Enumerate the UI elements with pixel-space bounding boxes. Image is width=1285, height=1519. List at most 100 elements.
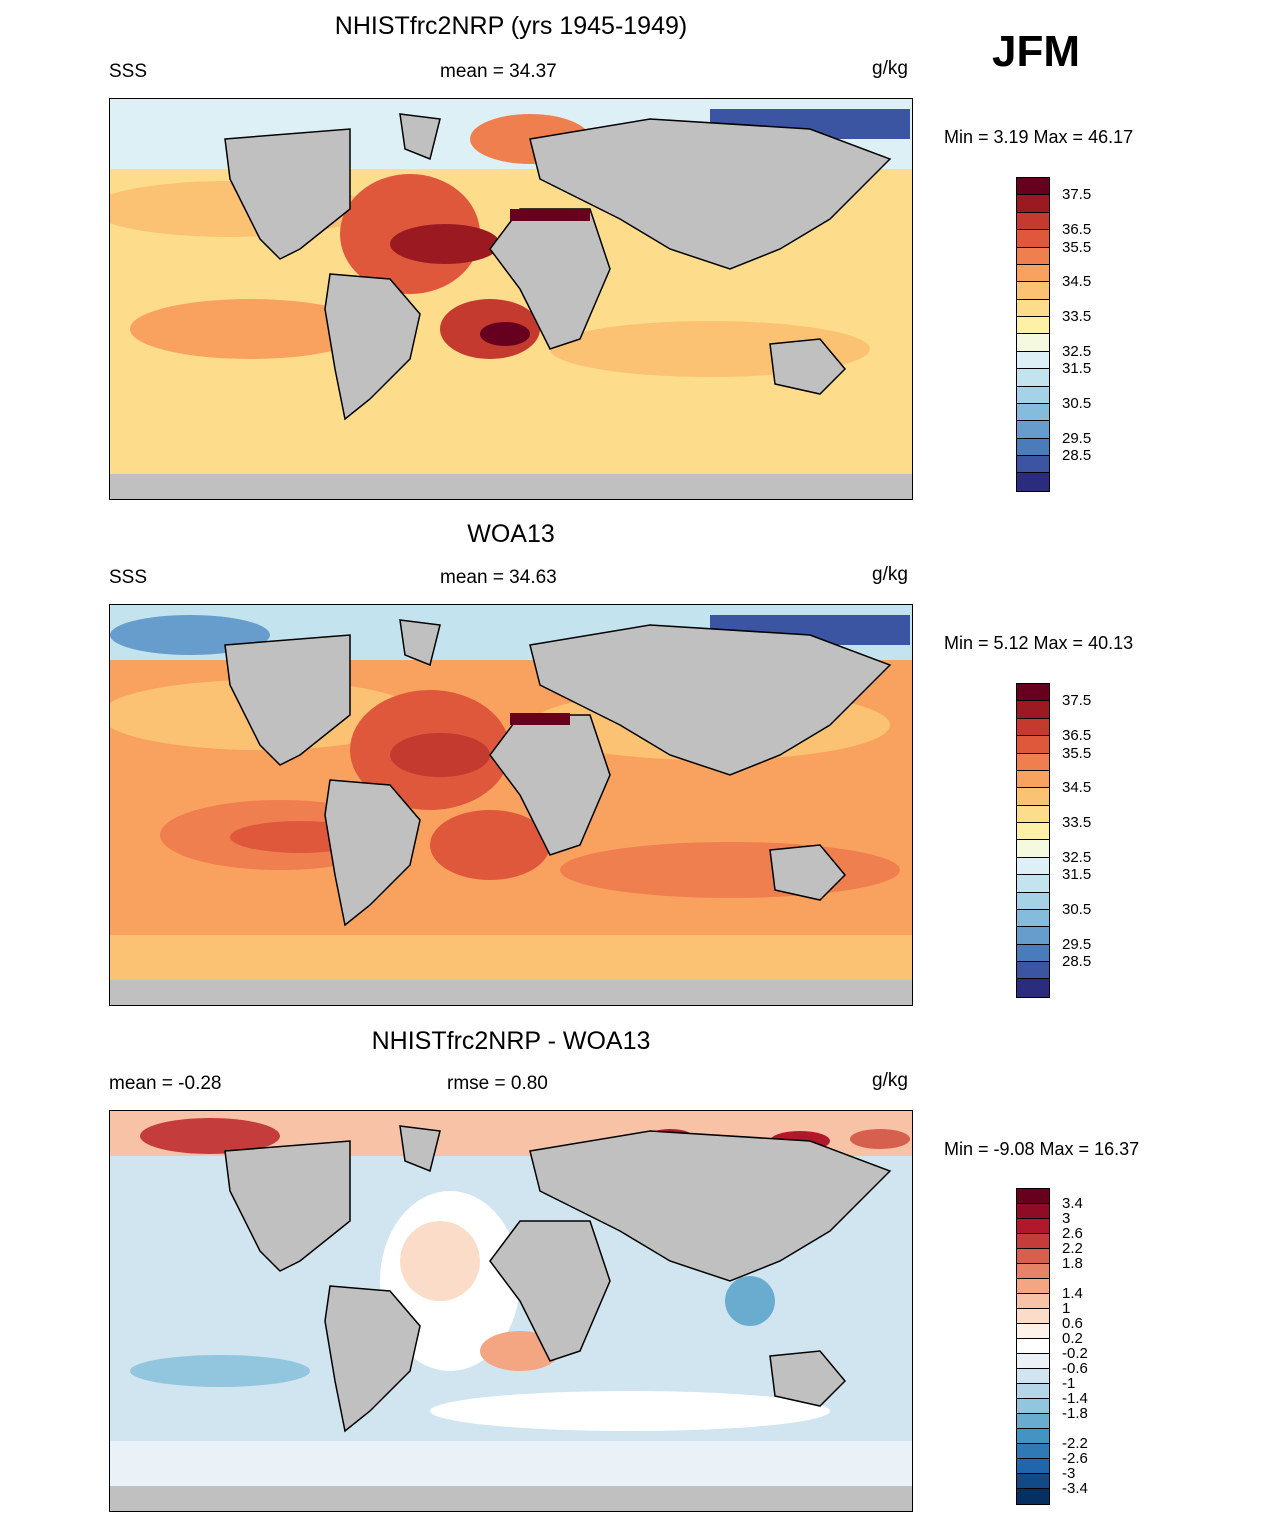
panel1-title: NHISTfrc2NRP (yrs 1945-1949) <box>334 12 688 40</box>
colorbar-swatch <box>1017 770 1049 789</box>
colorbar-label: -0.6 <box>1062 1360 1088 1377</box>
colorbar-label: 35.5 <box>1062 238 1092 256</box>
colorbar-swatch <box>1017 944 1049 962</box>
colorbar-label: 36.5 <box>1062 221 1092 239</box>
colorbar-label: -0.2 <box>1062 1345 1088 1362</box>
colorbar-label: 1 <box>1062 1300 1071 1317</box>
season-label: JFM <box>992 27 1080 76</box>
colorbar-label: 32.5 <box>1062 848 1092 866</box>
colorbar-label: 3 <box>1062 1210 1071 1227</box>
colorbar-label: 0.2 <box>1062 1330 1083 1347</box>
colorbar-swatch <box>1017 282 1049 300</box>
colorbar-label: 37.5 <box>1062 186 1092 204</box>
panel3-mean-label: mean = -0.28 <box>109 1073 222 1094</box>
colorbar-label: -1 <box>1062 1375 1076 1392</box>
panel2-units-label: g/kg <box>872 564 908 585</box>
colorbar-swatch <box>1017 788 1049 806</box>
panel3-map-graphic <box>110 1111 912 1511</box>
colorbar-swatch <box>1017 736 1049 754</box>
panel1-variable-label: SSS <box>109 61 148 82</box>
colorbar-label: 31.5 <box>1062 360 1092 378</box>
colorbar-swatch <box>1017 334 1049 352</box>
colorbar-label: -3.4 <box>1062 1480 1088 1497</box>
panel1-units-label: g/kg <box>872 58 908 79</box>
colorbar-label: -2.6 <box>1062 1450 1088 1467</box>
colorbar-label: 34.5 <box>1062 273 1092 291</box>
colorbar-label: 35.5 <box>1062 744 1092 762</box>
colorbar-swatch <box>1017 1459 1049 1474</box>
colorbar-label: -2.2 <box>1062 1435 1088 1452</box>
colorbar-swatch <box>1017 212 1049 231</box>
colorbar-label: 30.5 <box>1062 901 1092 919</box>
colorbar-swatch <box>1017 892 1049 910</box>
colorbar-swatch <box>1017 195 1049 213</box>
colorbar-label: 28.5 <box>1062 447 1092 465</box>
colorbar-swatch <box>1017 230 1049 248</box>
colorbar-swatch <box>1017 1189 1049 1204</box>
colorbar-swatch <box>1017 875 1049 893</box>
colorbar-swatch <box>1017 1204 1049 1219</box>
colorbar-label: 32.5 <box>1062 342 1092 360</box>
colorbar-swatch <box>1017 1324 1049 1339</box>
colorbar-swatch <box>1017 1354 1049 1369</box>
colorbar-swatch <box>1017 909 1049 928</box>
colorbar-label: 31.5 <box>1062 866 1092 884</box>
colorbar-swatch <box>1017 1429 1049 1444</box>
colorbar-swatch <box>1017 1339 1049 1354</box>
colorbar-swatch <box>1017 823 1049 841</box>
panel3-difference-map <box>109 1110 913 1512</box>
colorbar-swatch <box>1017 264 1049 283</box>
panel2-map-graphic <box>110 605 912 1005</box>
colorbar-swatch <box>1017 317 1049 335</box>
colorbar-swatch <box>1017 473 1049 491</box>
colorbar-label: 33.5 <box>1062 308 1092 326</box>
colorbar-label: 36.5 <box>1062 727 1092 745</box>
panel3-rmse-label: rmse = 0.80 <box>447 1073 548 1094</box>
colorbar-swatch <box>1017 403 1049 422</box>
colorbar-label: -1.8 <box>1062 1405 1088 1422</box>
colorbar-swatch <box>1017 857 1049 876</box>
colorbar-label: 2.6 <box>1062 1225 1083 1242</box>
panel2-salinity-map <box>109 604 913 1006</box>
colorbar-label: 0.6 <box>1062 1315 1083 1332</box>
colorbar-swatch <box>1017 1294 1049 1309</box>
colorbar-swatch <box>1017 840 1049 858</box>
panel3-title: NHISTfrc2NRP - WOA13 <box>371 1027 651 1055</box>
panel1-map-graphic <box>110 99 912 499</box>
colorbar-swatch <box>1017 1279 1049 1294</box>
colorbar-swatch <box>1017 1474 1049 1489</box>
panel3-colorbar <box>1016 1188 1050 1505</box>
panel1-min-max: Min = 3.19 Max = 46.17 <box>944 127 1134 147</box>
panel2-mean-label: mean = 34.63 <box>440 567 557 588</box>
colorbar-label: -1.4 <box>1062 1390 1088 1407</box>
colorbar-swatch <box>1017 299 1049 317</box>
colorbar-label: 1.4 <box>1062 1285 1083 1302</box>
colorbar-swatch <box>1017 1249 1049 1264</box>
colorbar-swatch <box>1017 1369 1049 1384</box>
colorbar-swatch <box>1017 1384 1049 1399</box>
colorbar-swatch <box>1017 351 1049 370</box>
colorbar-swatch <box>1017 178 1049 196</box>
colorbar-label: 33.5 <box>1062 814 1092 832</box>
colorbar-swatch <box>1017 1399 1049 1414</box>
colorbar-swatch <box>1017 1414 1049 1429</box>
colorbar-swatch <box>1017 718 1049 737</box>
panel1-salinity-map <box>109 98 913 500</box>
colorbar-swatch <box>1017 369 1049 387</box>
colorbar-swatch <box>1017 753 1049 771</box>
colorbar-swatch <box>1017 1234 1049 1249</box>
colorbar-swatch <box>1017 927 1049 945</box>
colorbar-swatch <box>1017 386 1049 404</box>
colorbar-label: 34.5 <box>1062 779 1092 797</box>
colorbar-swatch <box>1017 1444 1049 1459</box>
panel2-min-max: Min = 5.12 Max = 40.13 <box>944 633 1134 653</box>
colorbar-swatch <box>1017 701 1049 719</box>
colorbar-label: 37.5 <box>1062 692 1092 710</box>
colorbar-label: -3 <box>1062 1465 1076 1482</box>
colorbar-label: 1.8 <box>1062 1255 1083 1272</box>
panel2-colorbar <box>1016 683 1050 998</box>
colorbar-label: 30.5 <box>1062 395 1092 413</box>
panel2-title: WOA13 <box>467 520 555 548</box>
colorbar-swatch <box>1017 421 1049 439</box>
panel1-mean-label: mean = 34.37 <box>440 61 557 82</box>
